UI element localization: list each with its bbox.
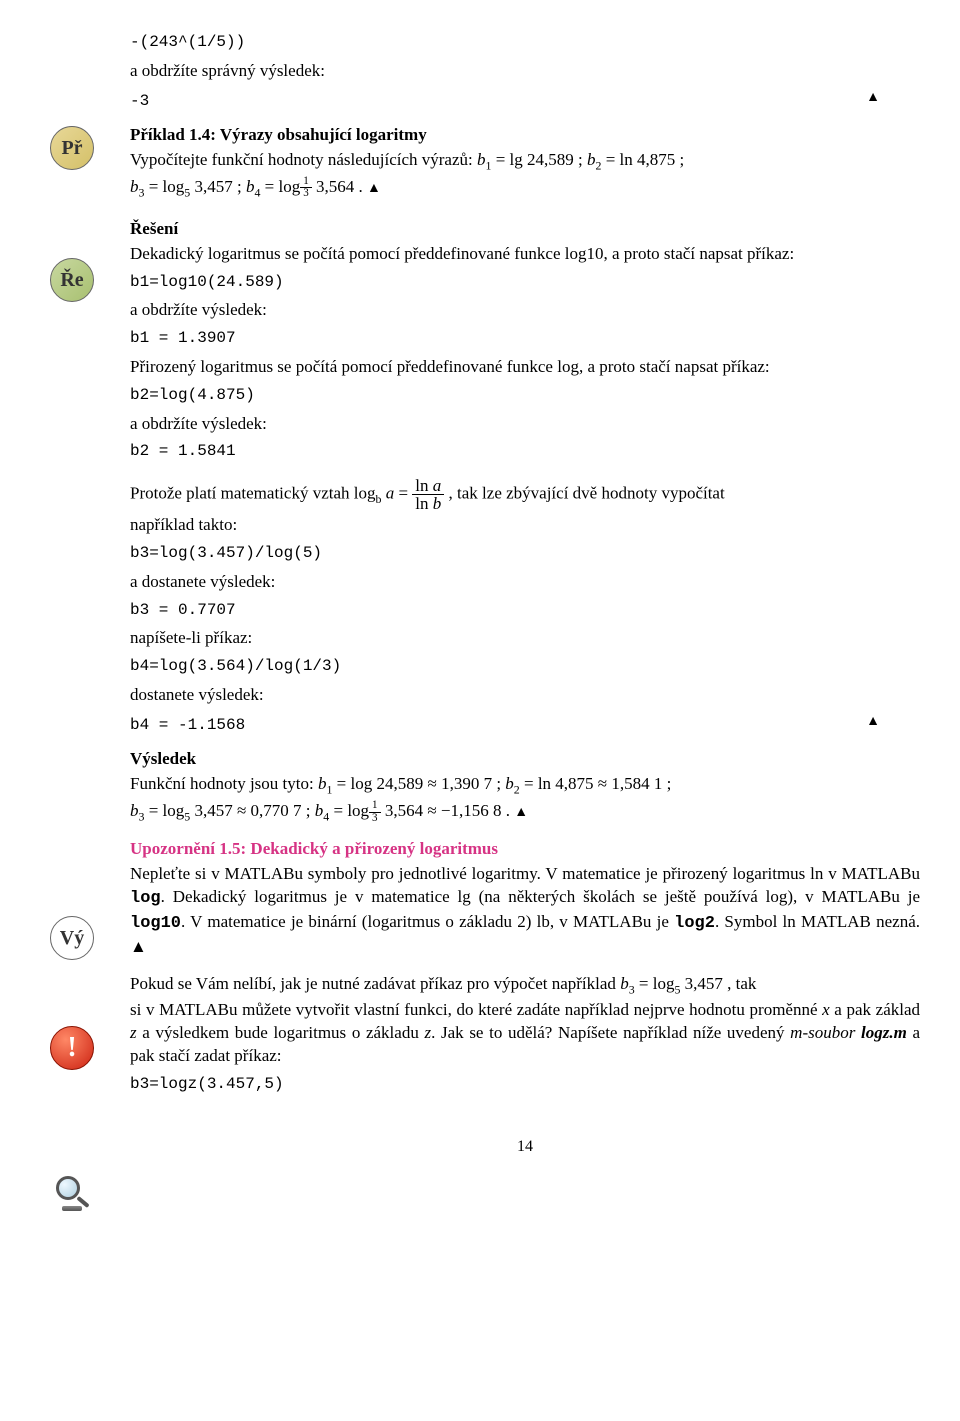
math: b3 <box>130 177 144 196</box>
vysledek-icon: Vý <box>50 916 110 960</box>
warn-badge: ! <box>50 1026 94 1070</box>
example-title: Příklad 1.4: Výrazy obsahující logaritmy <box>130 124 920 147</box>
warning-icon: ! <box>50 1026 110 1070</box>
tip-text: Pokud se Vám nelíbí, jak je nutné zadáva… <box>130 973 920 997</box>
text-line: a obdržíte správný výsledek: <box>130 60 920 83</box>
text: Dekadický logaritmus se počítá pomocí př… <box>130 243 920 266</box>
text: Vypočítejte funkční hodnoty následujícíc… <box>130 150 477 169</box>
code-output: -3 <box>130 92 149 110</box>
end-marker: ▲ <box>866 89 880 108</box>
page-number: 14 <box>130 1136 920 1158</box>
priklad-icon: Př <box>50 126 110 170</box>
vy-badge: Vý <box>50 916 94 960</box>
text: a dostanete výsledek: <box>130 571 920 594</box>
code-output: b1 = 1.3907 <box>130 328 920 350</box>
example-body-2: b3 = log5 3,457 ; b4 = log13 3,564 . ▲ <box>130 176 920 200</box>
text: Přirozený logaritmus se počítá pomocí př… <box>130 356 920 379</box>
text: dostanete výsledek: <box>130 684 920 707</box>
code-output: b3 = 0.7707 <box>130 600 920 622</box>
code-output: b4 = -1.1568 <box>130 716 245 734</box>
text: Funkční hodnoty jsou tyto: b1 = log 24,5… <box>130 773 920 797</box>
text: a obdržíte výsledek: <box>130 413 920 436</box>
code-line: b2=log(4.875) <box>130 385 920 407</box>
text: b3 = log5 3,457 ≈ 0,770 7 ; b4 = log13 3… <box>130 800 920 824</box>
math: b2 = ln 4,875 <box>587 150 675 169</box>
code-line: b3=log(3.457)/log(5) <box>130 543 920 565</box>
code-line: b3=logz(3.457,5) <box>130 1074 920 1096</box>
code-output: b2 = 1.5841 <box>130 441 920 463</box>
magnifier-icon <box>50 1170 94 1214</box>
re-badge: Ře <box>50 258 94 302</box>
reseni-icon: Ře <box>50 258 110 302</box>
tip-icon <box>50 1170 110 1214</box>
code-line: b4=log(3.564)/log(1/3) <box>130 656 920 678</box>
text: ; <box>578 150 587 169</box>
warning-text: Nepleťte si v MATLABu symboly pro jednot… <box>130 863 920 959</box>
tip-text-2: si v MATLABu můžete vytvořit vlastní fun… <box>130 999 920 1068</box>
text: Protože platí matematický vztah logb a =… <box>130 477 920 512</box>
vysledek-title: Výsledek <box>130 748 920 771</box>
text: ; <box>680 150 685 169</box>
code-line: -(243^(1/5)) <box>130 32 920 54</box>
end-marker: ▲ <box>866 713 880 732</box>
example-body: Vypočítejte funkční hodnoty následujícíc… <box>130 149 920 173</box>
reseni-title: Řešení <box>130 218 920 241</box>
text: napíšete-li příkaz: <box>130 627 920 650</box>
text: například takto: <box>130 514 920 537</box>
pr-badge: Př <box>50 126 94 170</box>
math: b1 = lg 24,589 <box>477 150 574 169</box>
code-line: b1=log10(24.589) <box>130 272 920 294</box>
text: a obdržíte výsledek: <box>130 299 920 322</box>
warning-title: Upozornění 1.5: Dekadický a přirozený lo… <box>130 838 920 861</box>
